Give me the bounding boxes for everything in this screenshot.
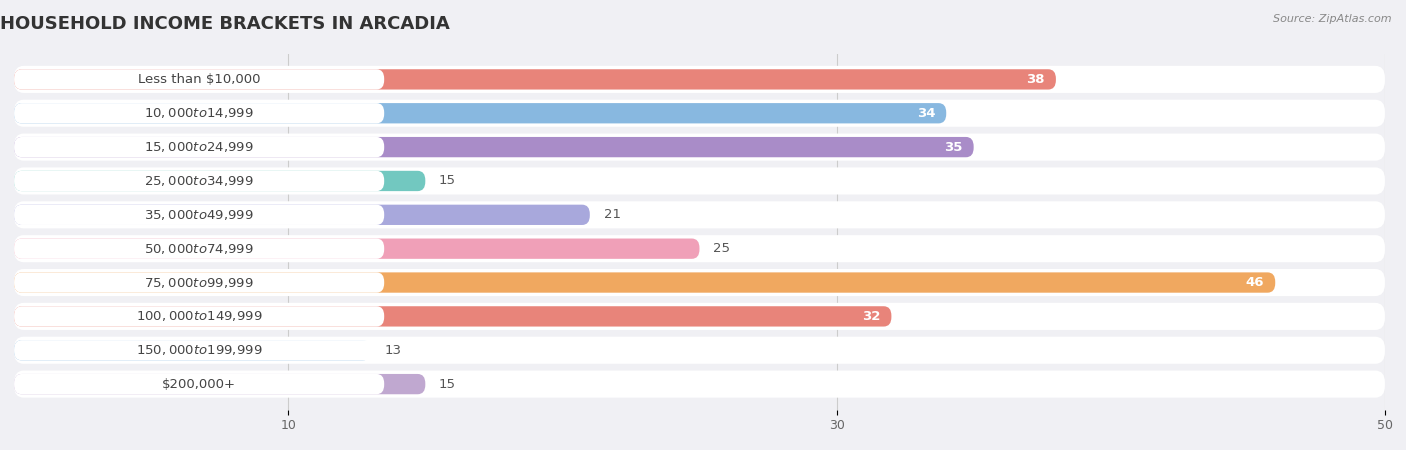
Text: $10,000 to $14,999: $10,000 to $14,999 [145, 106, 254, 120]
FancyBboxPatch shape [14, 205, 591, 225]
FancyBboxPatch shape [14, 201, 1385, 228]
FancyBboxPatch shape [14, 303, 1385, 330]
FancyBboxPatch shape [14, 238, 700, 259]
Text: $100,000 to $149,999: $100,000 to $149,999 [136, 310, 263, 324]
FancyBboxPatch shape [14, 69, 384, 90]
FancyBboxPatch shape [14, 272, 384, 292]
FancyBboxPatch shape [14, 69, 1056, 90]
FancyBboxPatch shape [14, 238, 384, 259]
Text: 15: 15 [439, 378, 456, 391]
Text: 32: 32 [862, 310, 880, 323]
Text: 46: 46 [1246, 276, 1264, 289]
Text: $150,000 to $199,999: $150,000 to $199,999 [136, 343, 263, 357]
Text: $200,000+: $200,000+ [162, 378, 236, 391]
Text: 34: 34 [917, 107, 935, 120]
Text: Less than $10,000: Less than $10,000 [138, 73, 260, 86]
FancyBboxPatch shape [14, 171, 384, 191]
Text: 25: 25 [713, 242, 730, 255]
FancyBboxPatch shape [14, 171, 425, 191]
FancyBboxPatch shape [14, 137, 384, 157]
FancyBboxPatch shape [14, 137, 973, 157]
FancyBboxPatch shape [14, 374, 425, 394]
Text: HOUSEHOLD INCOME BRACKETS IN ARCADIA: HOUSEHOLD INCOME BRACKETS IN ARCADIA [0, 15, 450, 33]
FancyBboxPatch shape [14, 167, 1385, 194]
FancyBboxPatch shape [14, 337, 1385, 364]
FancyBboxPatch shape [14, 66, 1385, 93]
FancyBboxPatch shape [14, 340, 371, 360]
Text: 38: 38 [1026, 73, 1045, 86]
FancyBboxPatch shape [14, 370, 1385, 398]
Text: $25,000 to $34,999: $25,000 to $34,999 [145, 174, 254, 188]
FancyBboxPatch shape [14, 134, 1385, 161]
FancyBboxPatch shape [14, 205, 384, 225]
Text: $35,000 to $49,999: $35,000 to $49,999 [145, 208, 254, 222]
FancyBboxPatch shape [14, 103, 384, 123]
FancyBboxPatch shape [14, 269, 1385, 296]
FancyBboxPatch shape [14, 306, 384, 327]
FancyBboxPatch shape [14, 340, 384, 360]
FancyBboxPatch shape [14, 100, 1385, 127]
Text: $15,000 to $24,999: $15,000 to $24,999 [145, 140, 254, 154]
FancyBboxPatch shape [14, 306, 891, 327]
FancyBboxPatch shape [14, 374, 384, 394]
FancyBboxPatch shape [14, 235, 1385, 262]
Text: 13: 13 [384, 344, 401, 357]
Text: 15: 15 [439, 175, 456, 188]
Text: 35: 35 [945, 140, 963, 153]
Text: $50,000 to $74,999: $50,000 to $74,999 [145, 242, 254, 256]
Text: 21: 21 [603, 208, 620, 221]
Text: Source: ZipAtlas.com: Source: ZipAtlas.com [1274, 14, 1392, 23]
FancyBboxPatch shape [14, 103, 946, 123]
FancyBboxPatch shape [14, 272, 1275, 292]
Text: $75,000 to $99,999: $75,000 to $99,999 [145, 275, 254, 289]
